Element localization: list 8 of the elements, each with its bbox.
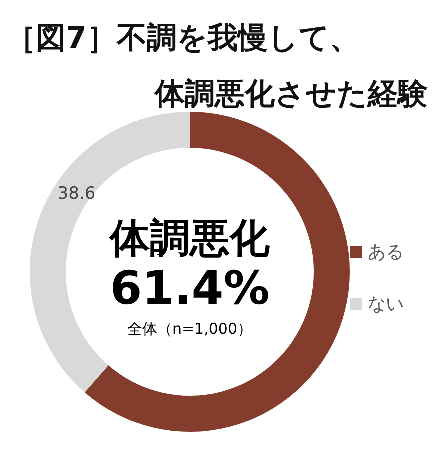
text: 体調悪化 <box>108 216 271 262</box>
chart-title: ［図7］不調を我慢して、 <box>6 21 360 56</box>
text: 全体（n=1,000） <box>127 320 253 338</box>
legend-label: ある <box>368 242 404 263</box>
chart-subtitle: 体調悪化させた経験 <box>154 77 428 112</box>
legend-label: ない <box>368 294 404 315</box>
data-label: 38.6 <box>58 184 96 204</box>
data-label: 61.4% <box>110 261 270 315</box>
